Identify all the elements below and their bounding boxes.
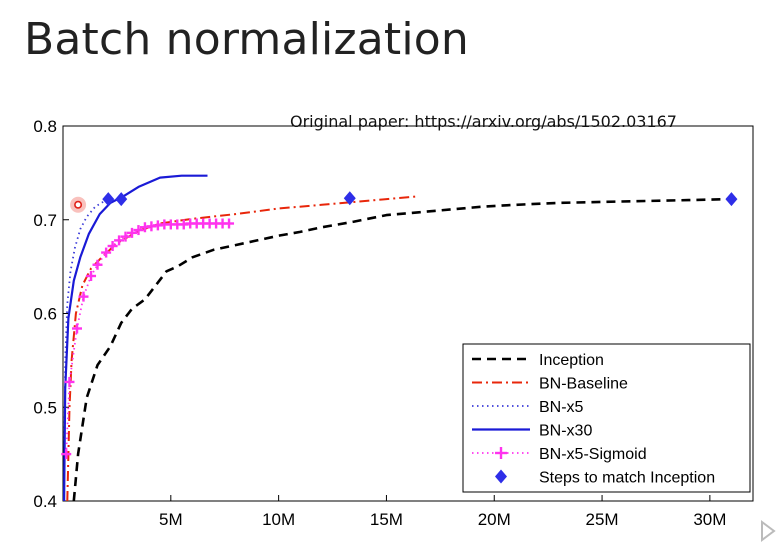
y-tick-label: 0.7 — [33, 211, 57, 230]
sigmoid-plus-marker — [120, 231, 131, 242]
series-line-bn-x30 — [63, 174, 208, 501]
sigmoid-plus-marker — [224, 218, 235, 229]
match-inception-diamond — [102, 192, 115, 207]
legend-label: Inception — [539, 352, 604, 369]
sigmoid-plus-marker — [107, 241, 118, 251]
legend-box — [462, 343, 751, 493]
legend-label: BN-x5-Sigmoid — [539, 446, 647, 463]
match-inception-diamond — [343, 191, 356, 206]
sigmoid-plus-marker — [61, 449, 72, 460]
sigmoid-plus-marker — [72, 323, 83, 334]
x-tick-label: 20M — [478, 510, 511, 529]
slide-title: Batch normalization — [24, 14, 470, 65]
legend-label: BN-x30 — [539, 423, 592, 440]
series-line-bn-x5 — [63, 199, 107, 473]
x-tick-label: 25M — [586, 510, 619, 529]
legend-label: BN-x5 — [539, 399, 584, 416]
legend-label: Steps to match Inception — [539, 470, 715, 487]
axis-ticks: 0.4 0.5 0.6 0.7 0.8 5M 10M 15M 20M 25M 30M — [33, 117, 726, 529]
paper-reference: Original paper: https://arxiv.org/abs/15… — [290, 112, 677, 131]
y-tick-label: 0.6 — [33, 305, 57, 324]
x-tick-label: 30M — [693, 510, 726, 529]
y-tick-label: 0.5 — [33, 398, 57, 417]
x-tick-label: 10M — [262, 510, 295, 529]
sigmoid-plus-marker — [133, 225, 144, 236]
y-tick-label: 0.8 — [33, 117, 57, 136]
highlight-marker — [74, 200, 83, 209]
sigmoid-plus-marker — [86, 271, 97, 281]
next-slide-icon[interactable] — [758, 518, 778, 544]
x-tick-label: 15M — [370, 510, 403, 529]
sigmoid-plus-marker — [78, 291, 89, 302]
series-markers — [61, 191, 738, 460]
legend-label: BN-Baseline — [539, 376, 628, 393]
sigmoid-plus-marker — [101, 247, 112, 258]
series-line-inception — [72, 197, 732, 501]
y-tick-label: 0.4 — [33, 492, 57, 511]
x-tick-label: 5M — [159, 510, 183, 529]
series-line-bn-x5-sigmoid — [65, 222, 229, 455]
sigmoid-plus-marker — [127, 227, 137, 238]
sigmoid-plus-marker — [92, 259, 103, 270]
sigmoid-plus-marker — [114, 235, 125, 246]
legend: Inception BN-Baseline BN-x5 BN-x30 BN-x5-Sig… — [462, 343, 751, 493]
match-inception-diamond — [725, 192, 738, 207]
match-inception-diamond — [115, 192, 128, 207]
legend-diamond — [495, 469, 507, 484]
sigmoid-plus-marker — [64, 376, 75, 387]
